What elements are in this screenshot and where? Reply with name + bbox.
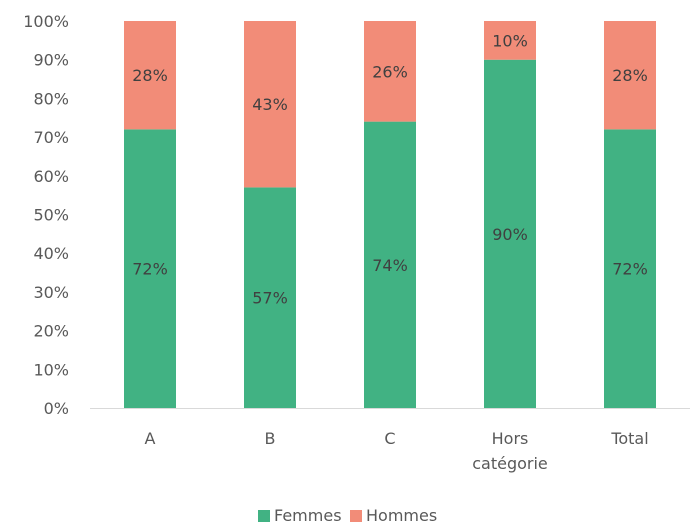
x-axis: A B C Hors catégorie Total [90,408,690,473]
data-label: 10% [492,31,528,50]
y-tick-label: 30% [33,283,69,302]
x-tick-label: Hors [492,429,529,448]
bar-femmes [364,121,416,409]
bar-hommes [244,21,296,188]
legend: Femmes Hommes [258,506,437,525]
x-tick-label: B [265,429,276,448]
x-tick-label: A [145,429,156,448]
y-tick-label: 100% [23,12,69,31]
legend-label: Femmes [274,506,342,525]
data-label: 28% [132,66,168,85]
data-label: 72% [132,260,168,279]
bar-hommes [364,21,416,122]
bar-femmes [244,187,296,408]
legend-swatch-hommes [350,510,362,522]
y-tick-label: 80% [33,89,69,108]
data-label: 43% [252,95,288,114]
data-label: 74% [372,256,408,275]
data-label: 57% [252,289,288,308]
y-tick-label: 90% [33,51,69,70]
bar-femmes [124,129,176,409]
bar-hommes [124,21,176,130]
data-label: 90% [492,225,528,244]
bar-hommes [604,21,656,130]
legend-label: Hommes [366,506,437,525]
y-tick-label: 50% [33,206,69,225]
y-tick-label: 20% [33,322,69,341]
bar-femmes [604,129,656,409]
x-tick-label: C [384,429,395,448]
y-tick-label: 10% [33,360,69,379]
data-label: 28% [612,66,648,85]
bar-femmes [484,59,536,408]
bars: 72% 28% 57% 43% 74% 26% 90% 10% 72% 28% [124,21,656,409]
x-tick-label: Total [610,429,648,448]
bar-hommes [484,21,536,60]
y-axis: 0% 10% 20% 30% 40% 50% 60% 70% 80% 90% 100% [23,12,69,418]
legend-swatch-femmes [258,510,270,522]
y-tick-label: 60% [33,167,69,186]
x-tick-label: catégorie [472,454,548,473]
y-tick-label: 0% [44,399,69,418]
data-label: 26% [372,62,408,81]
y-tick-label: 70% [33,128,69,147]
y-tick-label: 40% [33,244,69,263]
data-label: 72% [612,260,648,279]
